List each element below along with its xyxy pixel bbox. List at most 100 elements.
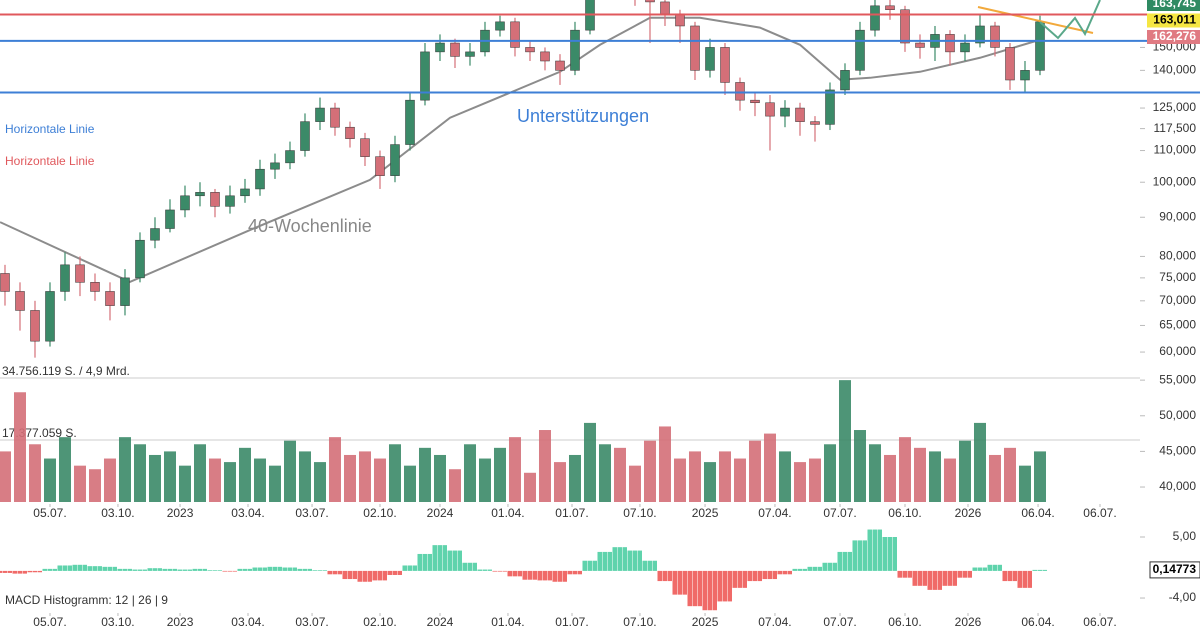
x-tick-label: 01.07.	[555, 615, 588, 628]
macd-bar	[407, 565, 412, 571]
macd-bar	[272, 566, 277, 571]
x-tick-label: 03.04.	[231, 506, 264, 520]
macd-bar	[332, 570, 337, 575]
volume-bar	[913, 447, 926, 502]
macd-bar	[222, 570, 227, 572]
x-tick-label: 06.07.	[1083, 506, 1116, 520]
macd-bar	[547, 570, 552, 581]
macd-bar	[342, 570, 347, 580]
candle-body	[225, 195, 235, 207]
volume-bar	[733, 458, 746, 502]
volume-bar	[568, 454, 581, 502]
macd-bar	[627, 550, 632, 571]
volume-bar	[988, 454, 1001, 502]
macd-bar	[137, 569, 142, 571]
candle-body	[450, 42, 460, 57]
macd-bar	[162, 568, 167, 571]
candle-body	[975, 25, 985, 44]
macd-bar	[362, 570, 367, 582]
macd-bar	[522, 570, 527, 580]
macd-bar	[787, 570, 792, 575]
macd-bar	[112, 566, 117, 571]
macd-label: MACD Histogramm: 12 | 26 | 9	[5, 593, 168, 607]
volume-bar	[193, 444, 206, 502]
macd-bar	[542, 570, 547, 581]
macd-bar	[322, 570, 327, 571]
macd-bar	[897, 570, 902, 578]
candle-body	[435, 42, 445, 53]
macd-bar	[652, 560, 657, 571]
volume-bar	[718, 451, 731, 502]
macd-bar	[17, 570, 22, 574]
y-tick-label: 125,000	[1153, 100, 1197, 114]
macd-bar	[502, 570, 507, 572]
volume-bar	[553, 462, 566, 502]
candle-body	[240, 188, 250, 197]
macd-bar	[242, 568, 247, 571]
volume-bar	[388, 444, 401, 502]
candle-body	[870, 5, 880, 31]
x-tick-label: 06.07.	[1083, 615, 1116, 628]
macd-bar	[842, 551, 847, 571]
candle-body	[90, 282, 100, 292]
x-tick-label: 07.07.	[823, 615, 856, 628]
y-tick-label: 70,000	[1159, 293, 1196, 307]
macd-bar	[172, 568, 177, 571]
price-tag	[1147, 0, 1200, 11]
macd-bar	[402, 565, 407, 571]
x-tick-label: 01.04.	[491, 615, 524, 628]
macd-bar	[762, 570, 767, 580]
macd-bar	[537, 570, 542, 581]
macd-bar	[432, 545, 437, 571]
macd-bar	[442, 545, 447, 571]
candle-body	[990, 25, 1000, 48]
x-tick-label: 2023	[167, 615, 194, 628]
volume-bar	[133, 444, 146, 502]
macd-bar	[317, 570, 322, 571]
macd-bar	[327, 570, 332, 575]
macd-bar	[397, 570, 402, 575]
x-tick-label: 2023	[167, 506, 194, 520]
volume-bar	[28, 444, 41, 502]
macd-bar	[757, 570, 762, 582]
macd-current-tag	[1149, 561, 1200, 579]
x-tick-label: 01.07.	[555, 506, 588, 520]
volume-bar	[583, 422, 596, 502]
macd-bar	[232, 570, 237, 572]
macd-bar	[572, 570, 577, 575]
macd-bar	[372, 570, 377, 581]
volume-bar	[103, 458, 116, 502]
x-tick-label: 02.10.	[363, 506, 396, 520]
candle-body	[105, 291, 115, 306]
macd-bar	[952, 570, 957, 586]
price-tag	[1147, 30, 1200, 44]
candle-body	[495, 21, 505, 31]
macd-bar	[592, 560, 597, 571]
candle-body	[660, 1, 670, 14]
macd-bar	[797, 568, 802, 571]
macd-bar	[417, 553, 422, 571]
y-tick-label: 40,000	[1159, 479, 1196, 493]
macd-bar	[82, 564, 87, 571]
macd-bar	[87, 566, 92, 571]
x-tick-label: 03.07.	[295, 506, 328, 520]
macd-bar	[117, 568, 122, 571]
volume-bar	[433, 454, 446, 502]
volume-bar	[163, 451, 176, 502]
macd-bar	[602, 551, 607, 571]
candle-body	[570, 29, 580, 71]
x-tick-label: 06.04.	[1021, 506, 1054, 520]
volume-bar	[853, 430, 866, 502]
macd-bar	[27, 570, 32, 573]
macd-bar	[312, 570, 317, 571]
y-tick-label: 65,000	[1159, 318, 1196, 332]
x-tick-label: 03.10.	[101, 506, 134, 520]
candle-body	[180, 195, 190, 211]
volume-bar	[868, 444, 881, 502]
macd-bar	[487, 569, 492, 571]
macd-bar	[982, 567, 987, 571]
macd-bar	[157, 568, 162, 571]
macd-bar	[977, 567, 982, 571]
candle-body	[510, 21, 520, 48]
volume-bar	[298, 451, 311, 502]
